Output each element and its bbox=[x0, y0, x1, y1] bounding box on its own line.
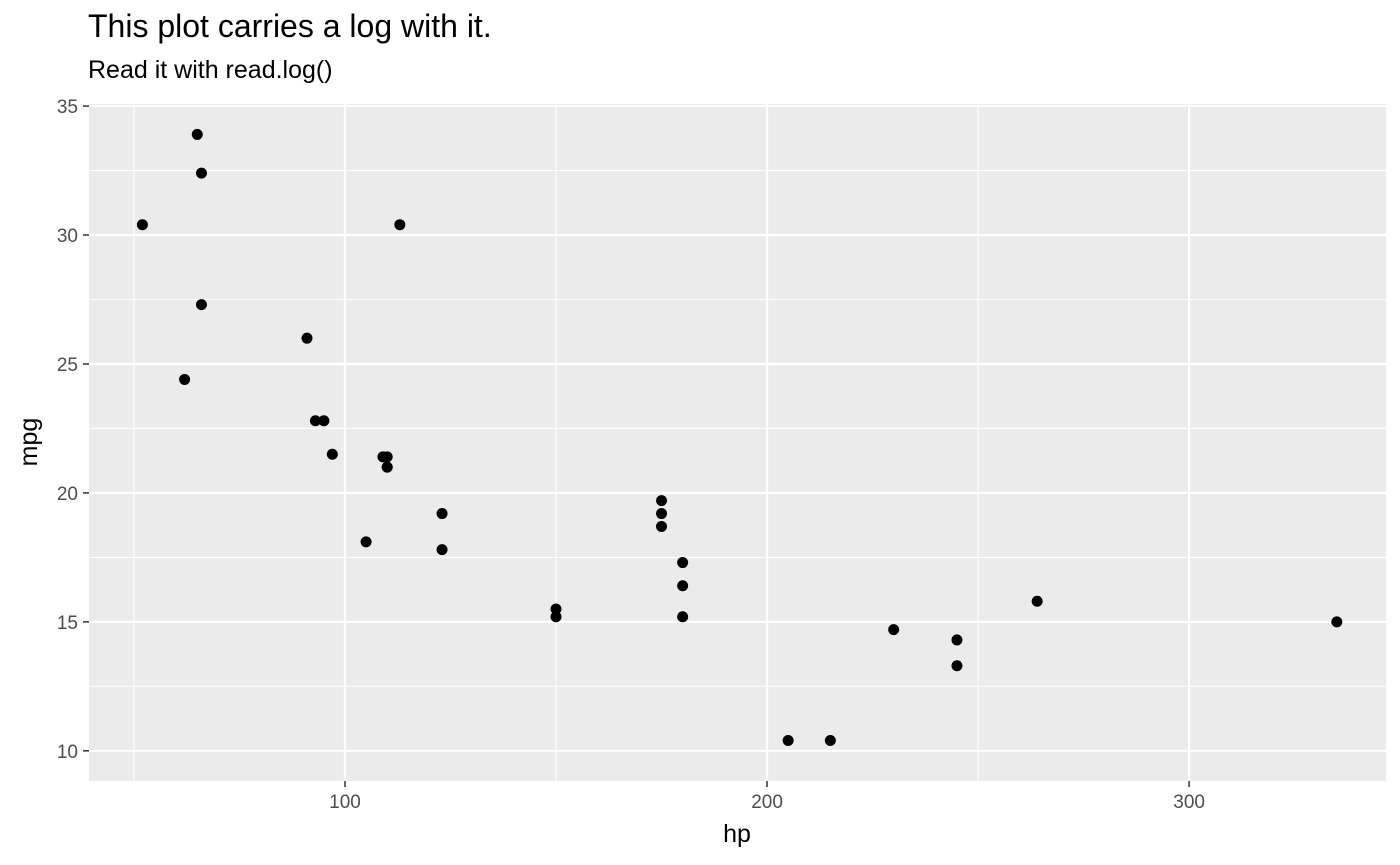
data-point bbox=[824, 735, 836, 747]
data-point bbox=[951, 634, 963, 646]
data-point bbox=[550, 603, 562, 615]
data-point bbox=[677, 557, 689, 569]
data-point bbox=[318, 415, 330, 427]
grid-lines bbox=[89, 104, 1386, 781]
chart-title: This plot carries a log with it. bbox=[88, 8, 492, 44]
data-point bbox=[436, 508, 448, 520]
data-point bbox=[309, 415, 321, 427]
data-point bbox=[656, 520, 668, 532]
axes: 100 200 300 10 15 20 25 30 35 bbox=[57, 97, 1205, 813]
x-axis-title: hp bbox=[723, 820, 751, 848]
data-point bbox=[381, 461, 393, 473]
data-point bbox=[136, 219, 148, 231]
data-point bbox=[550, 611, 562, 623]
data-point bbox=[782, 735, 794, 747]
plot-panel bbox=[89, 104, 1386, 781]
y-tick-label: 10 bbox=[57, 742, 78, 763]
data-point bbox=[179, 373, 191, 385]
y-tick-label: 30 bbox=[57, 226, 78, 247]
data-point bbox=[656, 508, 668, 520]
y-tick-label: 15 bbox=[57, 613, 78, 634]
data-point bbox=[888, 624, 900, 636]
data-point bbox=[656, 495, 668, 507]
x-tick-label: 100 bbox=[329, 792, 361, 813]
y-tick-label: 25 bbox=[57, 355, 78, 376]
data-point bbox=[436, 544, 448, 556]
chart-subtitle: Read it with read.log() bbox=[88, 56, 333, 84]
data-point bbox=[377, 451, 389, 463]
x-tick-label: 300 bbox=[1173, 792, 1205, 813]
data-point bbox=[191, 128, 203, 140]
y-tick-label: 35 bbox=[57, 97, 78, 118]
data-point bbox=[360, 536, 372, 548]
data-point bbox=[677, 611, 689, 623]
x-tick-label: 200 bbox=[751, 792, 783, 813]
data-points bbox=[136, 128, 1343, 747]
data-point bbox=[326, 448, 338, 460]
data-point bbox=[951, 660, 963, 672]
data-point bbox=[394, 219, 406, 231]
y-axis-title: mpg bbox=[15, 418, 43, 467]
y-tick-label: 20 bbox=[57, 484, 78, 505]
data-point bbox=[1031, 595, 1043, 607]
data-point bbox=[195, 299, 207, 311]
data-point bbox=[677, 580, 689, 592]
data-point bbox=[195, 167, 207, 179]
data-point bbox=[301, 332, 313, 344]
data-point bbox=[1331, 616, 1343, 628]
